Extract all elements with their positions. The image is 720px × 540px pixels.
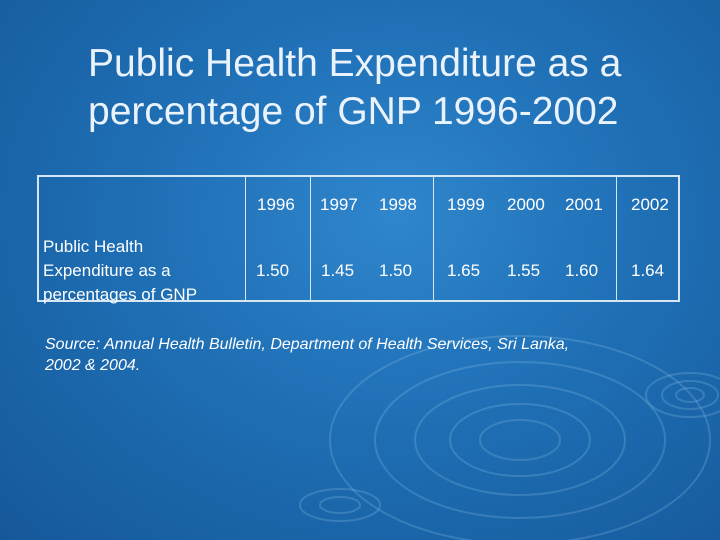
row-label-line-1: Public Health: [43, 237, 144, 256]
row-label: Public Health Expenditure as a percentag…: [43, 235, 197, 307]
title-line-1: Public Health Expenditure as a: [88, 42, 622, 85]
source-line-2: 2002 & 2004.: [45, 357, 141, 374]
year-header-2002: 2002: [631, 195, 669, 214]
year-header-2001: 2001: [565, 195, 603, 214]
value-1999: 1.65: [447, 261, 481, 280]
value-2000: 1.55: [507, 261, 541, 280]
column-divider: [616, 177, 617, 300]
slide-title: Public Health Expenditure as a percentag…: [88, 40, 688, 136]
value-2002: 1.64: [631, 261, 665, 280]
year-header-2000: 2000: [507, 195, 545, 214]
value-1998: 1.50: [379, 261, 413, 280]
title-line-2: percentage of GNP 1996-2002: [88, 90, 619, 133]
row-label-line-3: percentages of GNP: [43, 285, 198, 304]
value-2001: 1.60: [565, 261, 599, 280]
year-header-1999: 1999: [447, 195, 485, 214]
year-header-1997: 1997: [320, 195, 358, 214]
value-1997: 1.45: [321, 261, 355, 280]
column-divider: [433, 177, 434, 300]
expenditure-table: 1996 1997 1998 1999 2000 2001 2002 Publi…: [37, 175, 680, 304]
column-divider: [245, 177, 246, 300]
source-citation: Source: Annual Health Bulletin, Departme…: [45, 334, 665, 376]
year-header-1996: 1996: [257, 195, 295, 214]
value-1996: 1.50: [256, 261, 290, 280]
year-header-1998: 1998: [379, 195, 417, 214]
row-label-line-2: Expenditure as a: [43, 261, 171, 280]
column-divider: [310, 177, 311, 300]
source-line-1: Source: Annual Health Bulletin, Departme…: [45, 336, 570, 353]
